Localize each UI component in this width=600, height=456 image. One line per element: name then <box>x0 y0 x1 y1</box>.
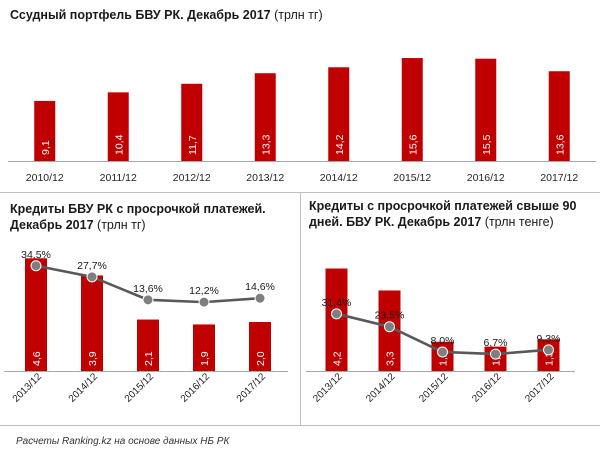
x-tick-label: 2015/12 <box>417 371 451 405</box>
x-tick-label: 2013/12 <box>311 371 345 405</box>
x-tick-label: 2014/12 <box>320 172 358 184</box>
share-value-label: 6,7% <box>484 337 508 349</box>
x-tick-label: 2013/12 <box>246 172 284 184</box>
x-tick-label: 2015/12 <box>393 172 431 184</box>
bar-value-label: 13,3 <box>260 134 272 155</box>
x-tick-label: 2011/12 <box>100 172 137 184</box>
bar <box>401 58 423 161</box>
bar <box>548 71 570 161</box>
bar <box>81 275 103 371</box>
right-chart-unit: (трлн тенге) <box>484 215 554 229</box>
top-chart-title: Ссудный портфель БВУ РК. Декабрь 2017 (т… <box>10 7 323 23</box>
share-marker <box>86 271 98 283</box>
x-tick-label: 2017/12 <box>523 371 557 405</box>
bar <box>25 258 47 371</box>
x-tick-label: 2014/12 <box>364 371 398 405</box>
bar-value-label: 2,0 <box>255 351 267 366</box>
share-value-label: 12,2% <box>189 285 219 297</box>
share-value-label: 8,0% <box>431 335 455 347</box>
bar-value-label: 3,3 <box>385 351 397 366</box>
bar <box>181 83 203 161</box>
share-value-label: 9,3% <box>537 333 561 345</box>
top-chart-divider <box>0 192 600 193</box>
share-marker <box>254 292 266 304</box>
x-tick-label: 2017/12 <box>540 172 578 184</box>
x-tick-label: 2014/12 <box>67 371 101 405</box>
left-chart-title: Кредиты БВУ РК с просрочкой платежей. Де… <box>10 201 295 233</box>
bar-value-label: 9,1 <box>40 140 52 155</box>
share-marker <box>198 296 210 308</box>
bar-value-label: 13,6 <box>554 134 566 155</box>
bar-value-label: 2,1 <box>143 351 155 366</box>
bar <box>328 67 350 161</box>
top-chart-unit: (трлн тг) <box>274 8 323 22</box>
bar <box>34 100 56 161</box>
bar-value-label: 15,5 <box>481 134 493 155</box>
share-value-label: 14,6% <box>245 281 275 293</box>
x-tick-label: 2013/12 <box>11 371 45 405</box>
bar <box>325 268 348 371</box>
overdue-loans-chart: 4,6 2013/12 3,9 2014/12 2,1 2015/12 1,9 2016/12… <box>4 249 288 405</box>
bar-value-label: 1,9 <box>199 351 211 366</box>
bottom-charts-divider <box>300 193 301 425</box>
top-loan-portfolio-chart: 9,1 2010/12 10,4 2011/12 11,7 2012/12 13,3 2013… <box>8 58 596 184</box>
share-marker <box>490 348 501 360</box>
share-marker <box>437 346 448 358</box>
bar <box>475 58 497 162</box>
share-value-label: 23,5% <box>375 310 405 322</box>
bar-value-label: 10,4 <box>113 134 125 155</box>
x-tick-label: 2016/12 <box>470 371 504 405</box>
x-tick-label: 2017/12 <box>235 371 269 405</box>
overdue-90-days-loans-chart: 4,22013/123,32014/121,22015/121,02016/12… <box>306 268 575 405</box>
footnote: Расчеты Ranking.kz на основе данных НБ Р… <box>16 436 230 447</box>
share-marker <box>331 308 342 320</box>
right-chart-title: Кредиты с просрочкой платежей свыше 90 д… <box>309 198 594 230</box>
left-chart-unit: (трлн тг) <box>97 218 146 232</box>
bar-value-label: 4,6 <box>31 351 43 366</box>
share-marker <box>30 260 42 272</box>
bar-value-label: 15,6 <box>407 134 419 155</box>
x-tick-label: 2016/12 <box>467 172 505 184</box>
x-tick-label: 2015/12 <box>123 371 157 405</box>
bar-value-label: 3,9 <box>87 351 99 366</box>
share-value-label: 27,7% <box>77 260 107 272</box>
bar-value-label: 4,2 <box>332 351 344 366</box>
bar-value-label: 11,7 <box>187 135 199 155</box>
bar-value-label: 14,2 <box>334 134 346 155</box>
share-marker <box>384 321 395 333</box>
x-tick-label: 2010/12 <box>26 172 64 184</box>
bar <box>107 92 129 161</box>
x-tick-label: 2016/12 <box>179 371 213 405</box>
share-marker <box>543 344 554 356</box>
bar <box>249 322 271 371</box>
x-tick-label: 2012/12 <box>173 172 211 184</box>
share-value-label: 34,5% <box>21 249 51 261</box>
share-value-label: 13,6% <box>133 283 163 295</box>
footnote-divider <box>0 425 600 426</box>
bar <box>193 324 215 371</box>
top-chart-title-text: Ссудный портфель БВУ РК. Декабрь 2017 <box>10 8 271 22</box>
bar <box>137 319 159 371</box>
left-chart-title-text: Кредиты БВУ РК с просрочкой платежей. Де… <box>10 202 266 232</box>
bar <box>254 73 276 161</box>
share-marker <box>142 294 154 306</box>
share-value-label: 31,4% <box>322 297 352 309</box>
right-chart-title-text: Кредиты с просрочкой платежей свыше 90 д… <box>309 199 577 229</box>
